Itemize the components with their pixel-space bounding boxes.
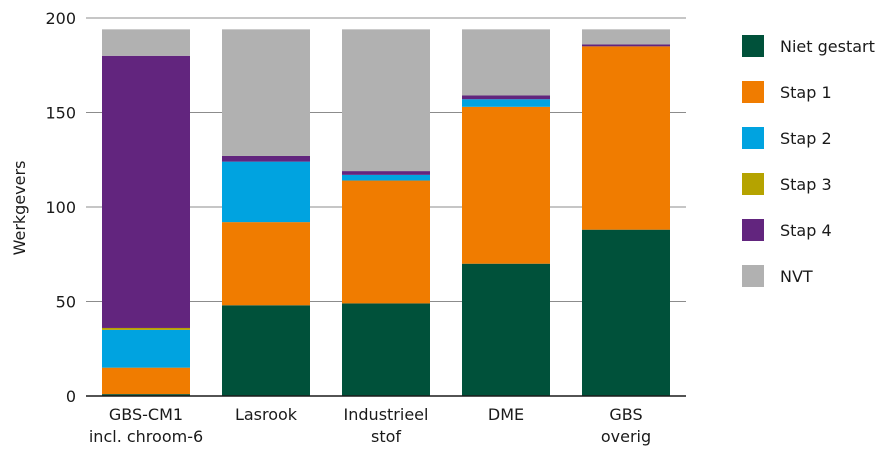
legend-label: Stap 2 bbox=[780, 128, 832, 148]
bar-segment-niet-gestart bbox=[222, 305, 310, 396]
bar-segment-stap-2 bbox=[102, 329, 190, 368]
bar-segment-nvt bbox=[222, 29, 310, 156]
legend-swatch bbox=[742, 265, 764, 287]
bar-segment-nvt bbox=[462, 29, 550, 96]
bar-segment-niet-gestart bbox=[582, 229, 670, 396]
legend-label: NVT bbox=[780, 266, 813, 286]
legend-label: Stap 4 bbox=[780, 220, 832, 240]
y-tick-label: 0 bbox=[66, 387, 76, 406]
legend-swatch bbox=[742, 219, 764, 241]
bars bbox=[102, 29, 670, 396]
legend-label: Niet gestart bbox=[780, 36, 875, 56]
bar-segment-stap-2 bbox=[462, 99, 550, 107]
x-tick-label: GBS-CM1 incl. chroom-6 bbox=[89, 405, 203, 446]
legend-item: NVT bbox=[742, 264, 875, 288]
legend-swatch bbox=[742, 81, 764, 103]
bar-segment-stap-4 bbox=[102, 55, 190, 328]
bar-segment-stap-3 bbox=[102, 327, 190, 330]
y-tick-label: 50 bbox=[56, 293, 76, 312]
x-tick-label: DME bbox=[488, 405, 524, 424]
bar-segment-stap-1 bbox=[582, 46, 670, 230]
bar-segment-stap-1 bbox=[342, 180, 430, 304]
x-tick-label: GBS overig bbox=[601, 405, 651, 446]
axes: 0 50 100 150 200 GBS-CM1 incl. chroom-6 Lasrook… bbox=[45, 9, 686, 446]
y-tick-label: 100 bbox=[45, 198, 76, 217]
legend-item: Stap 2 bbox=[742, 126, 875, 150]
x-tick-label: Lasrook bbox=[235, 405, 298, 424]
y-tick-label: 200 bbox=[45, 9, 76, 28]
y-tick-label: 150 bbox=[45, 104, 76, 123]
bar-segment-stap-2 bbox=[342, 174, 430, 181]
bar-segment-stap-1 bbox=[102, 367, 190, 395]
legend-item: Stap 1 bbox=[742, 80, 875, 104]
legend-swatch bbox=[742, 35, 764, 57]
legend: Niet gestart Stap 1 Stap 2 Stap 3 Stap 4 NVT bbox=[742, 34, 875, 310]
bar-segment-stap-1 bbox=[222, 222, 310, 306]
bar-segment-niet-gestart bbox=[102, 394, 190, 396]
legend-swatch bbox=[742, 173, 764, 195]
bar-segment-nvt bbox=[342, 29, 430, 172]
x-tick-label: Industrieel stof bbox=[344, 405, 429, 446]
bar-segment-stap-4 bbox=[342, 171, 430, 175]
bar-segment-nvt bbox=[102, 29, 190, 56]
legend-item: Niet gestart bbox=[742, 34, 875, 58]
legend-item: Stap 3 bbox=[742, 172, 875, 196]
bar-segment-nvt bbox=[582, 29, 670, 45]
bar-segment-stap-4 bbox=[582, 44, 670, 47]
bar-segment-stap-4 bbox=[222, 155, 310, 162]
bar-segment-stap-1 bbox=[462, 106, 550, 264]
bar-segment-niet-gestart bbox=[342, 303, 430, 396]
legend-item: Stap 4 bbox=[742, 218, 875, 242]
y-axis-label: Werkgevers bbox=[10, 161, 29, 256]
legend-label: Stap 1 bbox=[780, 82, 832, 102]
bar-segment-stap-2 bbox=[222, 161, 310, 223]
legend-swatch bbox=[742, 127, 764, 149]
legend-label: Stap 3 bbox=[780, 174, 832, 194]
bar-segment-niet-gestart bbox=[462, 263, 550, 396]
bar-segment-stap-4 bbox=[462, 95, 550, 100]
